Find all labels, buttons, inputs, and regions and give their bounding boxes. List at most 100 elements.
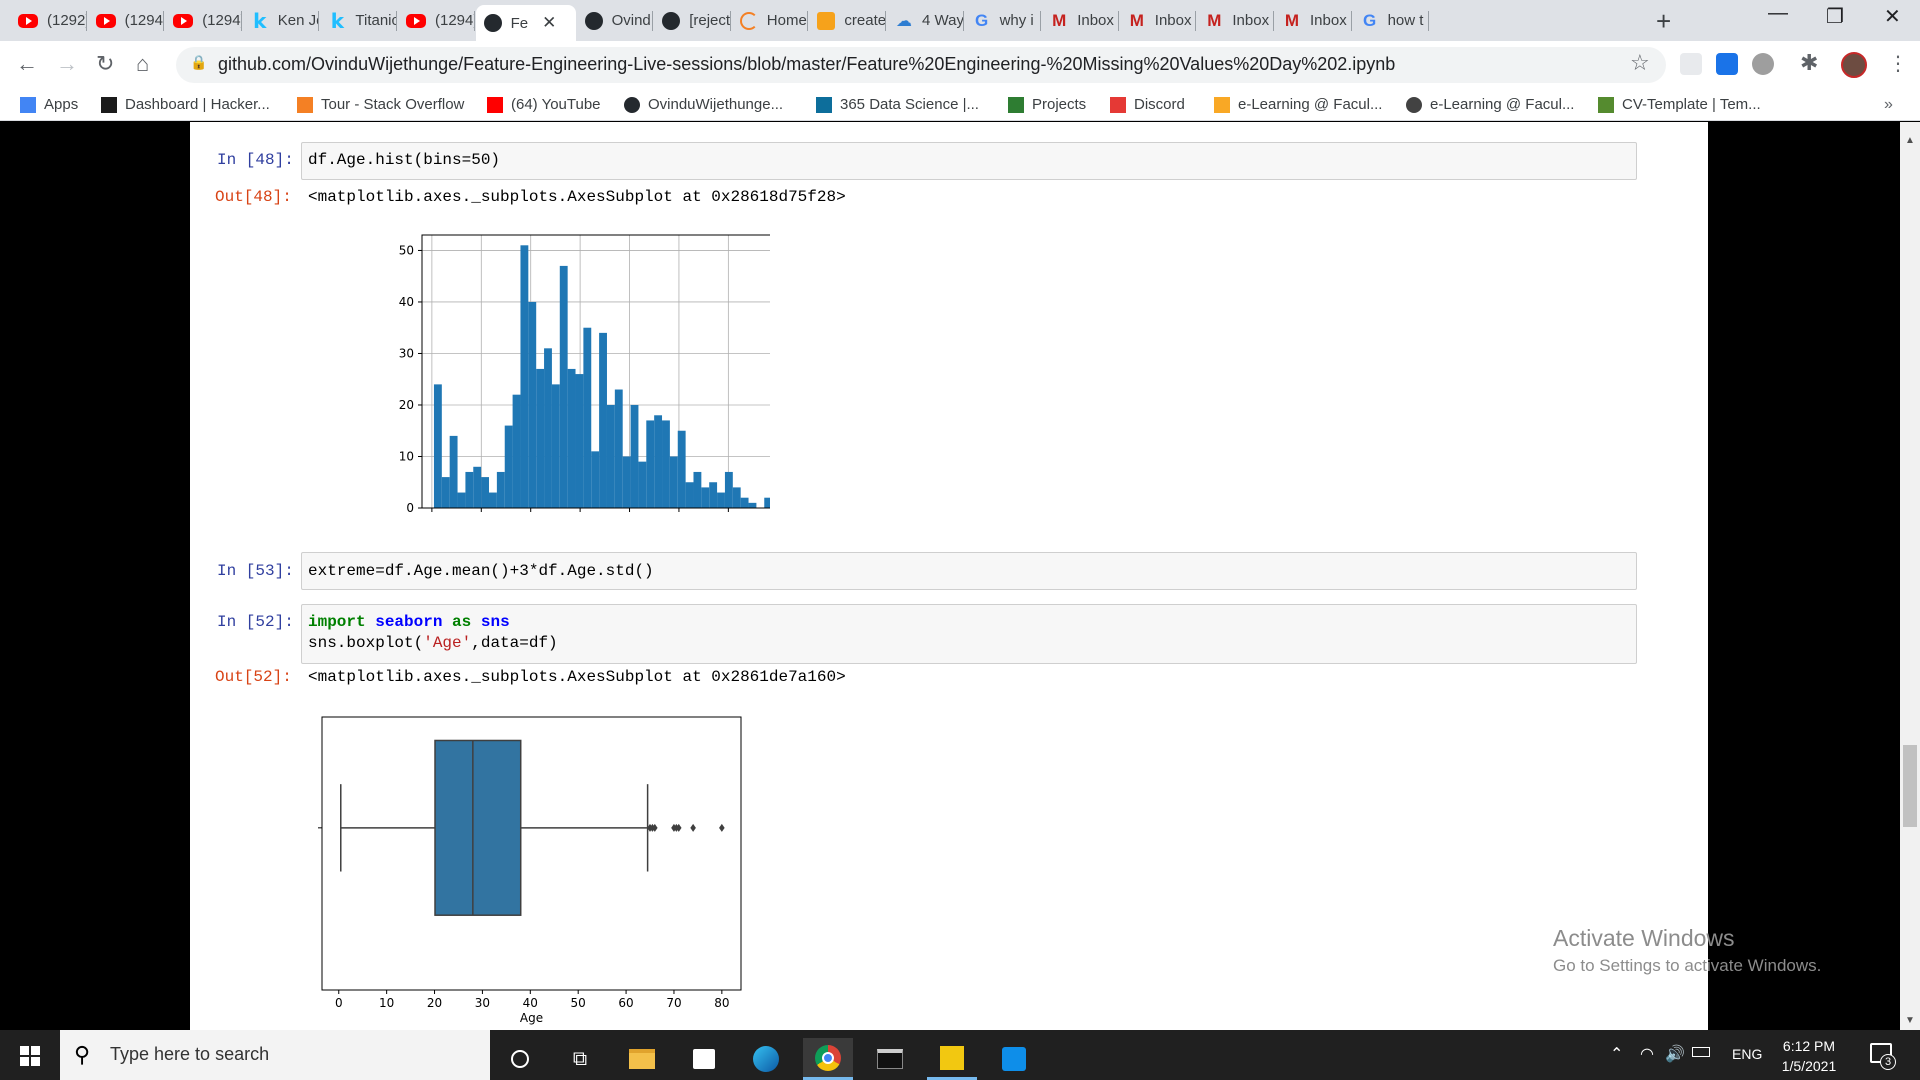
browser-tab[interactable]: k Ken Je — [243, 7, 320, 34]
bookmark-label: OvinduWijethunge... — [648, 96, 784, 113]
browser-tab[interactable]: Home — [732, 7, 809, 34]
bookmark-item[interactable]: OvinduWijethunge... — [624, 96, 783, 113]
input-prompt: In [52]: — [217, 613, 294, 631]
cortana-icon[interactable] — [495, 1038, 545, 1080]
browser-tab[interactable]: (1294) — [88, 7, 165, 34]
scrollbar-thumb[interactable] — [1903, 745, 1917, 827]
histogram-bar — [496, 471, 505, 508]
histogram-bar — [481, 477, 490, 508]
home-button[interactable]: ⌂ — [136, 51, 150, 76]
windows-start-icon[interactable] — [20, 1046, 40, 1066]
browser-tab[interactable]: M Inbox — [1042, 7, 1119, 34]
file-explorer-icon[interactable] — [617, 1038, 667, 1080]
scroll-up-arrow[interactable]: ▲ — [1905, 135, 1915, 146]
x-tick-label: 50 — [571, 996, 586, 1010]
browser-tab[interactable]: create — [809, 7, 886, 34]
bookmark-item[interactable]: e-Learning @ Facul... — [1214, 96, 1382, 113]
code-cell[interactable] — [301, 552, 1637, 590]
chrome-browser-icon[interactable] — [803, 1038, 853, 1080]
histogram-chart: 0102030405060708001020304050 — [399, 234, 770, 512]
address-bar[interactable] — [176, 47, 1666, 83]
bookmarks-overflow-button[interactable]: » — [1884, 96, 1893, 113]
outlier-point — [690, 823, 696, 832]
battery-icon[interactable] — [1692, 1047, 1710, 1057]
watermark-subtitle: Go to Settings to activate Windows. — [1553, 956, 1822, 975]
bookmark-item[interactable]: Dashboard | Hacker... — [101, 96, 270, 113]
x-tick-label: 20 — [427, 996, 442, 1010]
language-indicator[interactable]: ENG — [1732, 1046, 1763, 1062]
histogram-bar — [685, 482, 694, 508]
x-axis-label: Age — [520, 1011, 543, 1025]
browser-tab[interactable]: ☁ 4 Way — [887, 7, 964, 34]
puzzle-extensions-icon[interactable]: ✱ — [1800, 50, 1819, 75]
profile-avatar[interactable] — [1841, 52, 1867, 78]
url-text[interactable]: github.com/OvinduWijethunge/Feature-Engi… — [218, 54, 1396, 74]
close-tab-icon[interactable]: ✕ — [542, 13, 557, 32]
reload-button[interactable]: ↻ — [96, 51, 115, 76]
scroll-down-arrow[interactable]: ▼ — [1905, 1015, 1915, 1026]
browser-tab[interactable]: (1292) — [10, 7, 87, 34]
histogram-bar — [441, 477, 450, 508]
browser-tab[interactable]: Ovind — [577, 7, 654, 34]
close-window-button[interactable]: ✕ — [1884, 6, 1901, 28]
extension-icon[interactable] — [1680, 53, 1702, 75]
bookmark-item[interactable]: Tour - Stack Overflow — [297, 96, 464, 113]
apps-grid-icon — [20, 96, 36, 113]
terminal-icon[interactable] — [865, 1038, 915, 1080]
browser-tab[interactable]: Fe ✕ — [475, 5, 576, 41]
github-icon — [483, 14, 502, 32]
histogram-bar — [457, 492, 466, 508]
bookmark-item[interactable]: e-Learning @ Facul... — [1406, 96, 1574, 113]
histogram-bar — [536, 368, 545, 508]
bookmark-item[interactable]: Apps — [20, 96, 78, 113]
bookmark-item[interactable]: Discord — [1110, 96, 1185, 113]
browser-tab[interactable]: M Inbox — [1275, 7, 1352, 34]
new-tab-button[interactable]: + — [1656, 6, 1672, 36]
bookmark-item[interactable]: CV-Template | Tem... — [1598, 96, 1761, 113]
browser-tab[interactable]: M Inbox — [1120, 7, 1197, 34]
taskbar-search-box[interactable]: ⚲ Type here to search — [60, 1030, 490, 1080]
histogram-bar — [630, 404, 639, 508]
wifi-icon[interactable]: ◠ — [1640, 1046, 1654, 1063]
bookmark-item[interactable]: 365 Data Science |... — [816, 96, 979, 113]
histogram-bar — [669, 456, 678, 508]
github-icon — [662, 11, 681, 30]
histogram-bar — [654, 415, 663, 508]
microsoft-store-icon[interactable] — [679, 1038, 729, 1080]
page-scrollbar[interactable] — [1900, 122, 1920, 1030]
task-view-icon[interactable]: ⧉ — [572, 1047, 588, 1070]
forward-button[interactable]: → — [56, 51, 78, 76]
bookmark-item[interactable]: (64) YouTube — [487, 96, 601, 113]
extension-icon[interactable] — [1752, 53, 1774, 75]
browser-tab[interactable]: k Titanic — [320, 7, 397, 34]
x-tick-label: 0 — [335, 996, 343, 1010]
browser-tab[interactable]: [reject — [654, 7, 731, 34]
back-button[interactable]: ← — [16, 51, 38, 76]
bookmark-item[interactable]: Projects — [1008, 96, 1086, 113]
translate-extension-icon[interactable] — [1716, 53, 1738, 75]
bookmark-star-icon[interactable]: ☆ — [1630, 50, 1650, 75]
teamviewer-icon[interactable] — [989, 1038, 1039, 1080]
browser-tab[interactable]: (1294) — [398, 7, 475, 34]
code-line: sns.boxplot('Age',data=df) — [308, 633, 558, 654]
volume-icon[interactable]: 🔊 — [1665, 1046, 1685, 1063]
x-tick-label: 10 — [379, 996, 394, 1010]
browser-menu-icon[interactable]: ⋮ — [1888, 53, 1908, 75]
browser-tab[interactable]: (1294) — [165, 7, 242, 34]
edge-browser-icon[interactable] — [741, 1038, 791, 1080]
power-bi-icon[interactable] — [927, 1038, 977, 1080]
code-cell[interactable] — [301, 604, 1637, 664]
taskbar-clock[interactable]: 6:12 PM 1/5/2021 — [1774, 1036, 1844, 1076]
lock-icon[interactable]: 🔒 — [190, 54, 208, 70]
code-cell[interactable] — [301, 142, 1637, 180]
gmail-icon: M — [1207, 10, 1222, 30]
show-hidden-icons-chevron[interactable]: ⌃ — [1610, 1046, 1624, 1063]
tab-title: Titanic — [355, 12, 397, 29]
histogram-bar — [528, 301, 537, 508]
minimize-button[interactable]: — — [1768, 2, 1788, 24]
restore-button[interactable]: ❐ — [1826, 6, 1844, 28]
histogram-bar — [583, 327, 592, 508]
browser-tab[interactable]: M Inbox — [1197, 7, 1274, 34]
